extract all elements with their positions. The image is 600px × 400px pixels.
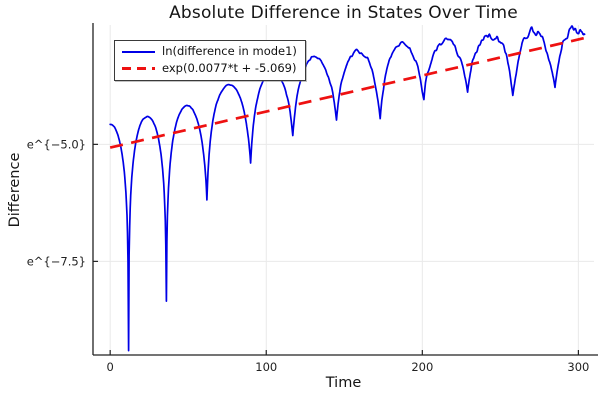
legend-label-ln-difference: ln(difference in mode1) [162,44,297,58]
legend-entry-ln-difference: ln(difference in mode1) [122,44,297,59]
x-axis-label: Time [325,375,362,391]
y-tick-label: e^{−5.0} [27,137,86,151]
legend-entry-exp-fit: exp(0.0077*t + -5.069) [122,61,297,76]
y-tick-label: e^{−7.5} [27,254,86,268]
y-axis-label: Difference [7,152,23,228]
legend-swatch-dashed-line-icon [122,67,155,70]
series-exp-fit [109,36,587,149]
series-ln-difference [109,25,586,352]
x-tick-label: 100 [255,360,277,374]
x-tick-label: 200 [411,360,433,374]
chart-title: Absolute Difference in States Over Time [169,3,518,23]
legend-label-exp-fit: exp(0.0077*t + -5.069) [162,61,297,75]
legend-swatch-solid-line-icon [122,50,155,53]
x-tick-label: 0 [107,360,114,374]
x-tick-label: 300 [567,360,589,374]
legend: ln(difference in mode1) exp(0.0077*t + -… [114,40,306,81]
